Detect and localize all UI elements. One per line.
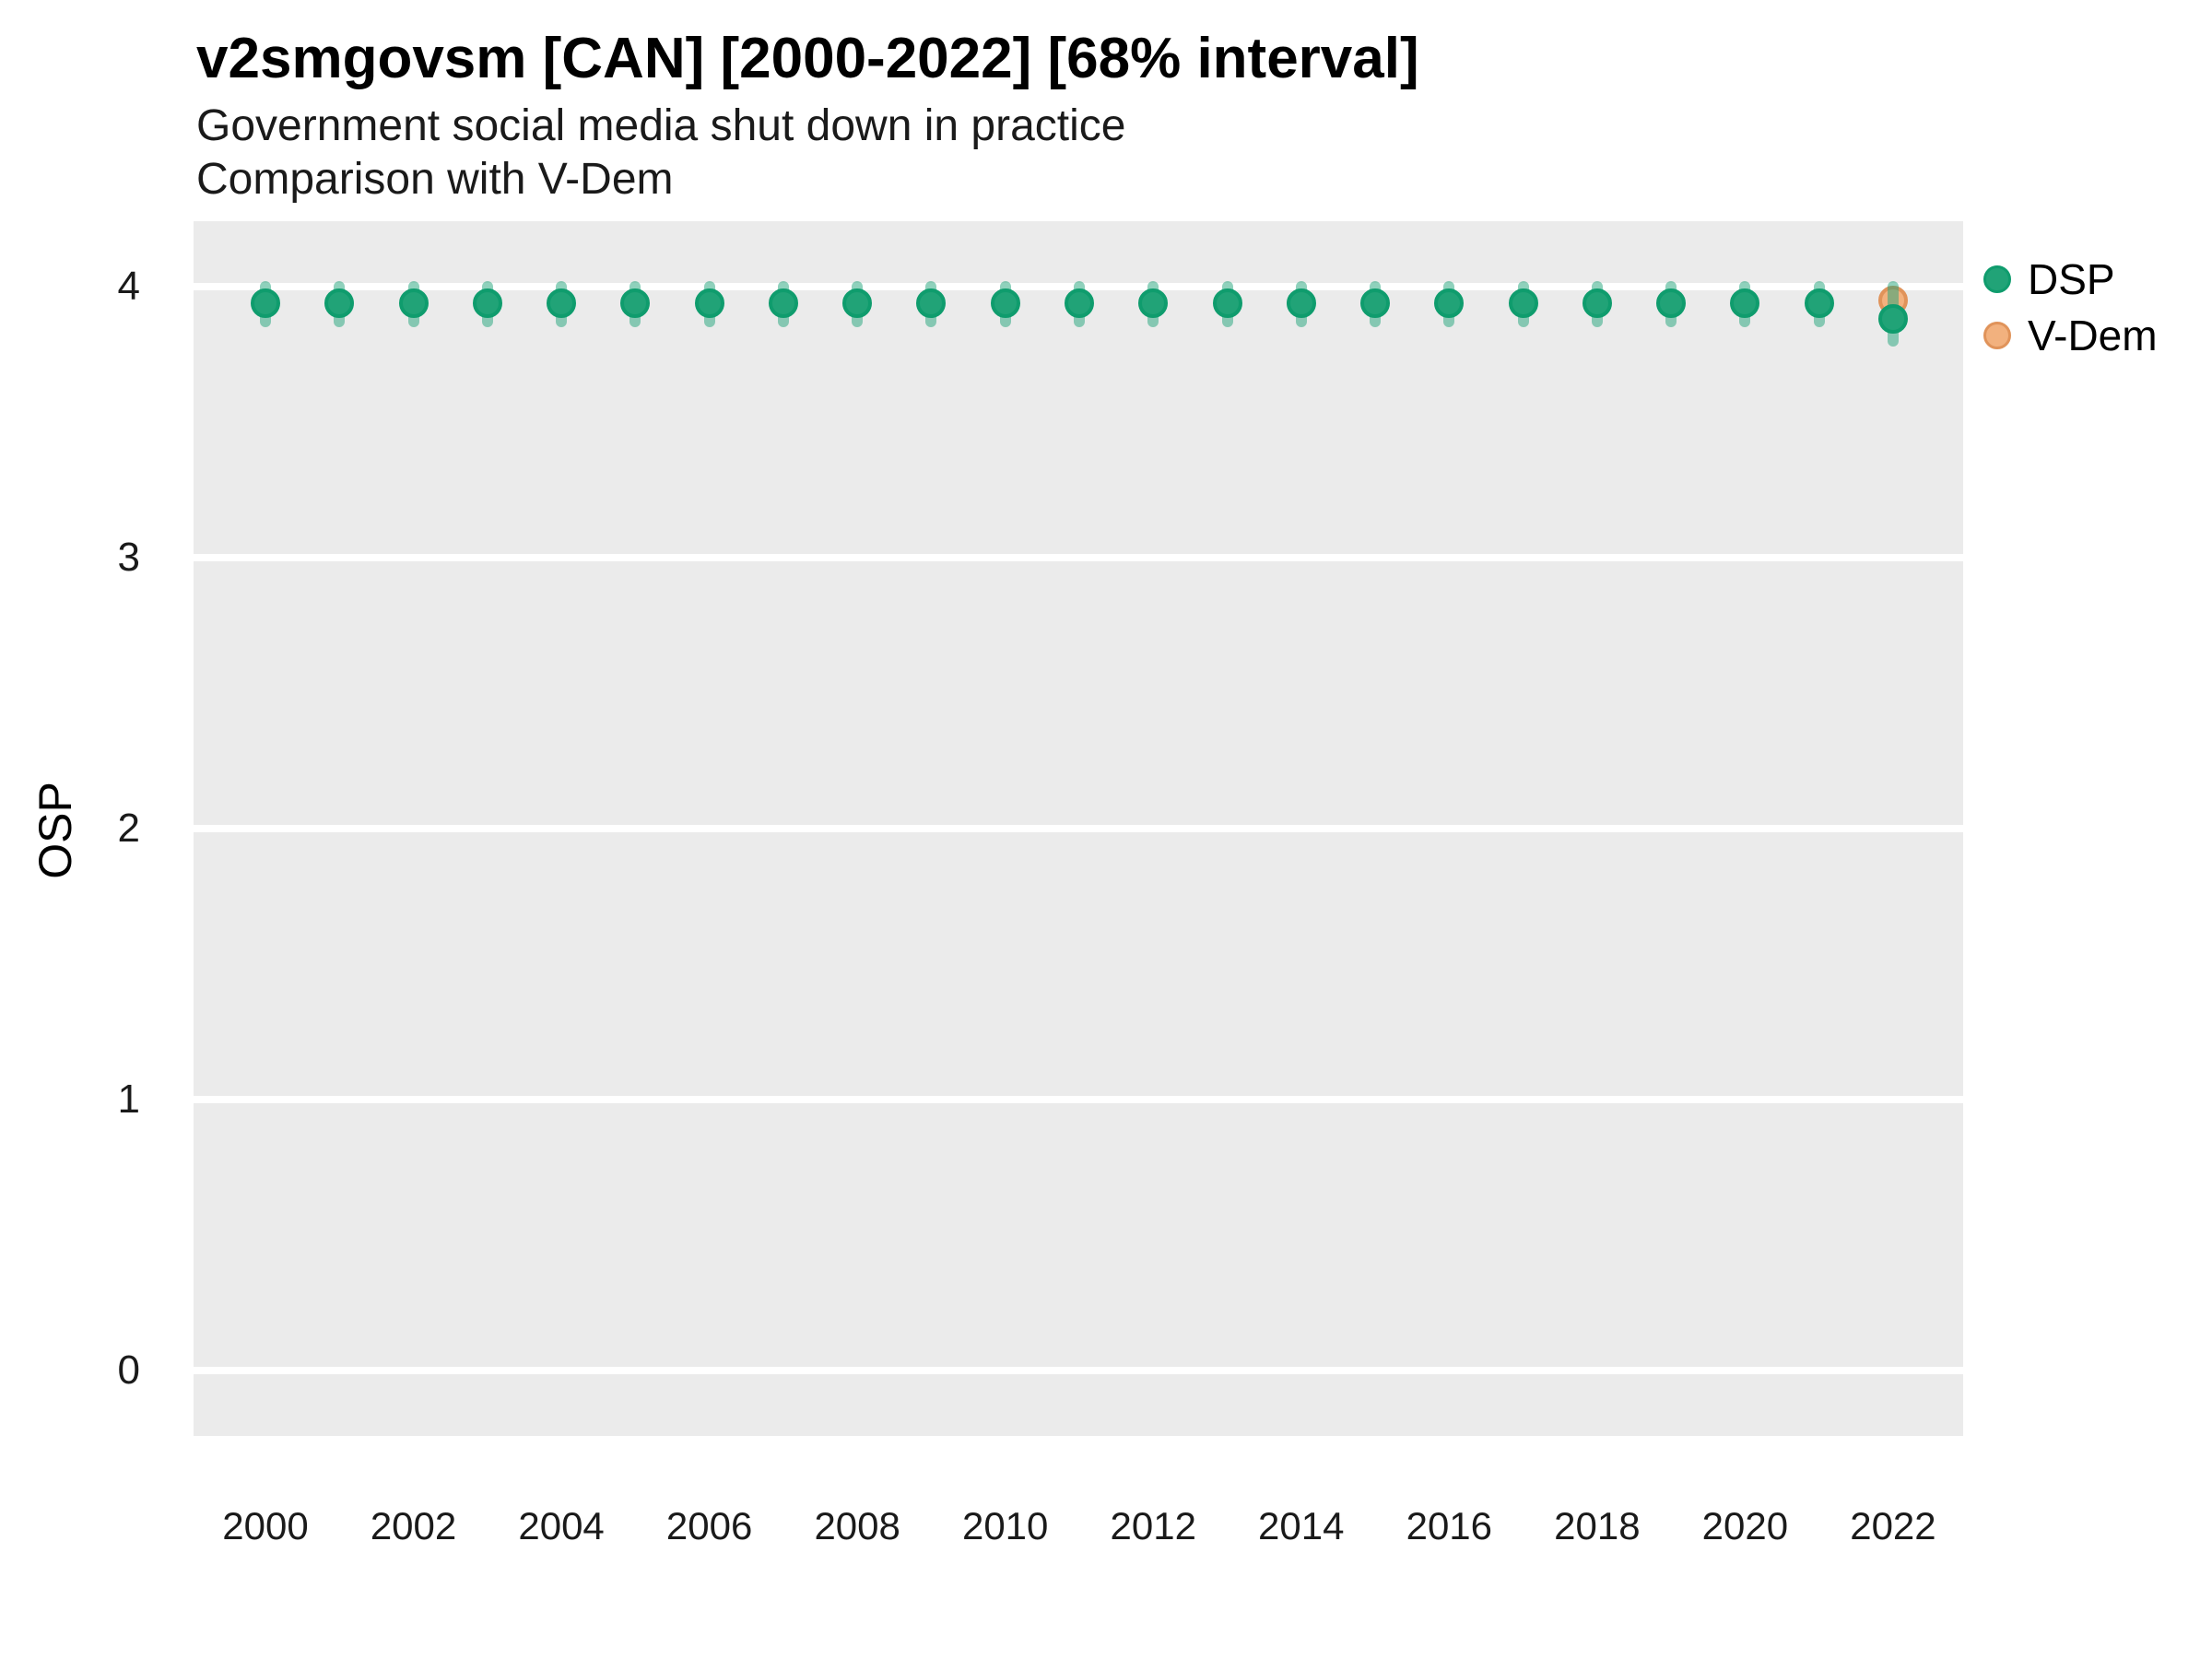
y-tick-label-3: 3 — [117, 535, 140, 580]
x-tick-label-2010: 2010 — [961, 1504, 1049, 1547]
legend-dot-v-dem — [1983, 321, 2011, 349]
dsp-point — [1877, 304, 1908, 335]
x-tick-label-2002: 2002 — [370, 1504, 457, 1547]
dsp-point — [694, 288, 724, 318]
legend: DSP V-Dem — [1983, 251, 2158, 363]
chart-subtitle: Government social media shut down in pra… — [196, 100, 1126, 206]
dsp-point — [1138, 288, 1169, 318]
chart-subtitle-line1: Government social media shut down in pra… — [196, 101, 1126, 150]
dsp-point — [547, 288, 577, 318]
dsp-point — [1656, 288, 1687, 318]
gridline-y-2 — [194, 825, 1963, 832]
legend-item-v-dem: V-Dem — [1983, 307, 2158, 363]
dsp-point — [990, 288, 1020, 318]
legend-label: V-Dem — [2028, 311, 2158, 359]
x-tick-label-2016: 2016 — [1406, 1504, 1493, 1547]
dsp-point — [1582, 288, 1612, 318]
x-tick-label-2018: 2018 — [1554, 1504, 1641, 1547]
dsp-point — [1434, 288, 1465, 318]
dsp-point — [1508, 288, 1538, 318]
dsp-point — [398, 288, 429, 318]
gridline-y-0 — [194, 1367, 1963, 1374]
dsp-point — [1804, 288, 1834, 318]
dsp-point — [842, 288, 873, 318]
legend-label: DSP — [2028, 254, 2115, 303]
y-tick-label-1: 1 — [117, 1077, 140, 1122]
dsp-point — [768, 288, 798, 318]
gridline-y-1 — [194, 1096, 1963, 1103]
y-tick-label-2: 2 — [117, 806, 140, 851]
legend-dot-dsp — [1983, 265, 2011, 293]
dsp-point — [1360, 288, 1391, 318]
dsp-point — [1730, 288, 1760, 318]
dsp-point — [472, 288, 502, 318]
x-tick-label-2020: 2020 — [1701, 1504, 1789, 1547]
y-tick-label-0: 0 — [117, 1347, 140, 1393]
dsp-point — [251, 288, 280, 318]
dsp-point — [916, 288, 947, 318]
plot-panel — [194, 221, 1963, 1436]
x-tick-label-2014: 2014 — [1258, 1504, 1345, 1547]
dsp-point — [1064, 288, 1094, 318]
x-tick-label-2012: 2012 — [1110, 1504, 1196, 1547]
x-tick-label-2004: 2004 — [518, 1504, 605, 1547]
chart-title: v2smgovsm [CAN] [2000-2022] [68% interva… — [196, 27, 1419, 90]
x-tick-label-2008: 2008 — [814, 1504, 900, 1547]
gridline-y-3 — [194, 554, 1963, 561]
x-tick-label-2022: 2022 — [1850, 1504, 1936, 1547]
dsp-point — [1286, 288, 1316, 318]
legend-item-dsp: DSP — [1983, 251, 2158, 307]
dsp-point — [1212, 288, 1242, 318]
dsp-point — [324, 288, 355, 318]
y-tick-label-4: 4 — [117, 264, 140, 309]
dsp-point — [620, 288, 651, 318]
x-tick-label-2000: 2000 — [222, 1504, 309, 1547]
chart-subtitle-line2: Comparison with V-Dem — [196, 155, 674, 204]
x-tick-label-2006: 2006 — [665, 1504, 753, 1547]
